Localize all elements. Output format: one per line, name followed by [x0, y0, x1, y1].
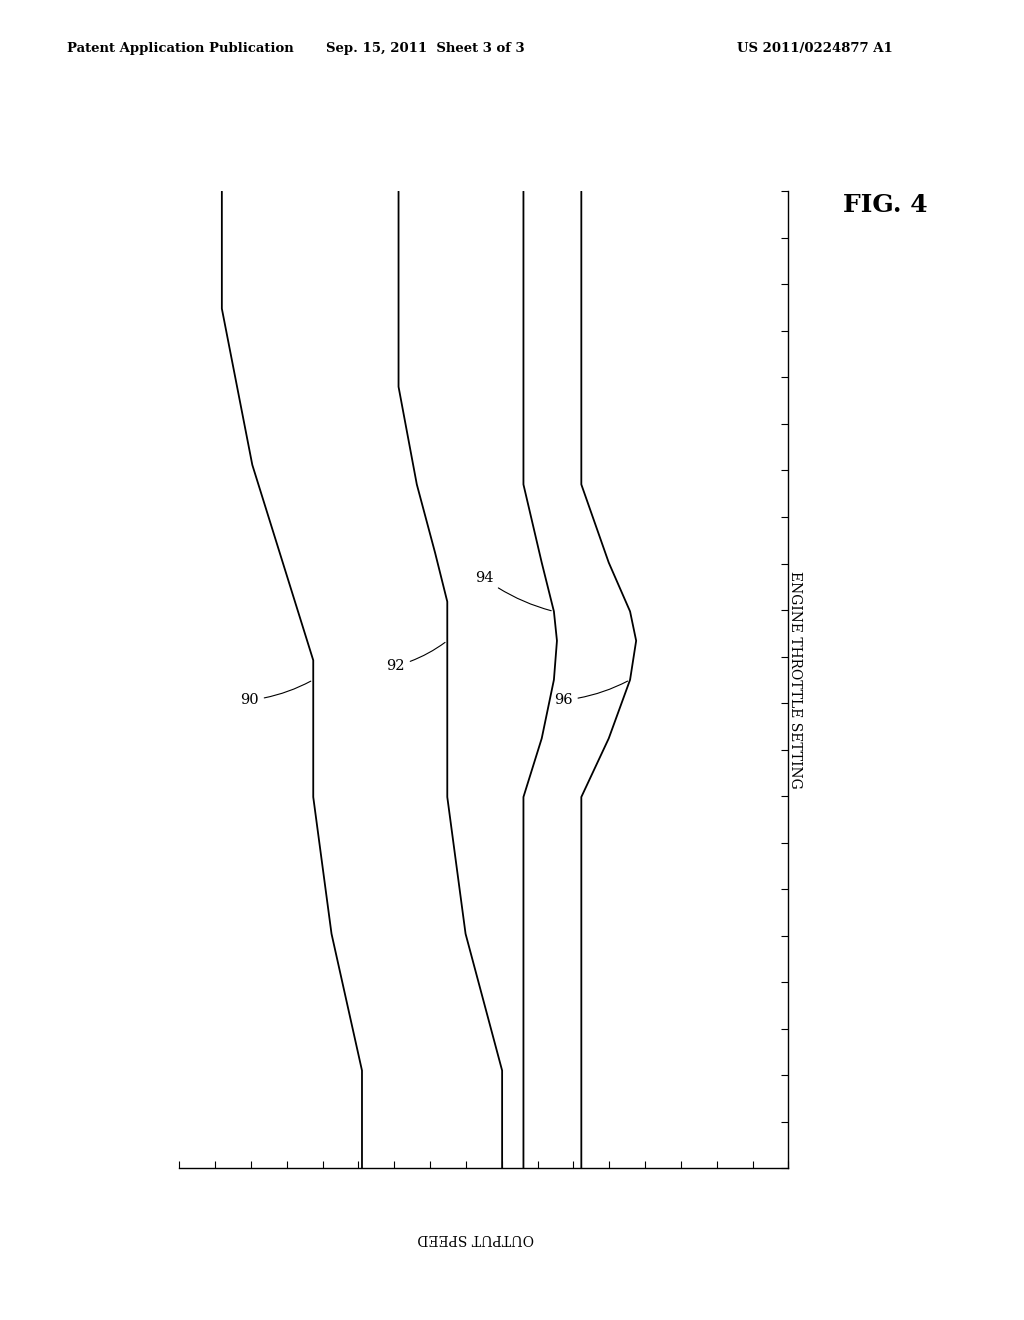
- Text: 94: 94: [475, 572, 551, 611]
- Text: OUTPUT SPEED: OUTPUT SPEED: [418, 1232, 535, 1245]
- Text: US 2011/0224877 A1: US 2011/0224877 A1: [737, 42, 893, 55]
- Text: 92: 92: [386, 643, 445, 673]
- Text: Sep. 15, 2011  Sheet 3 of 3: Sep. 15, 2011 Sheet 3 of 3: [326, 42, 524, 55]
- Y-axis label: ENGINE THROTTLE SETTING: ENGINE THROTTLE SETTING: [788, 572, 803, 788]
- Text: 96: 96: [554, 681, 628, 708]
- Text: Patent Application Publication: Patent Application Publication: [67, 42, 293, 55]
- Text: 90: 90: [240, 681, 311, 708]
- Text: FIG. 4: FIG. 4: [844, 193, 928, 216]
